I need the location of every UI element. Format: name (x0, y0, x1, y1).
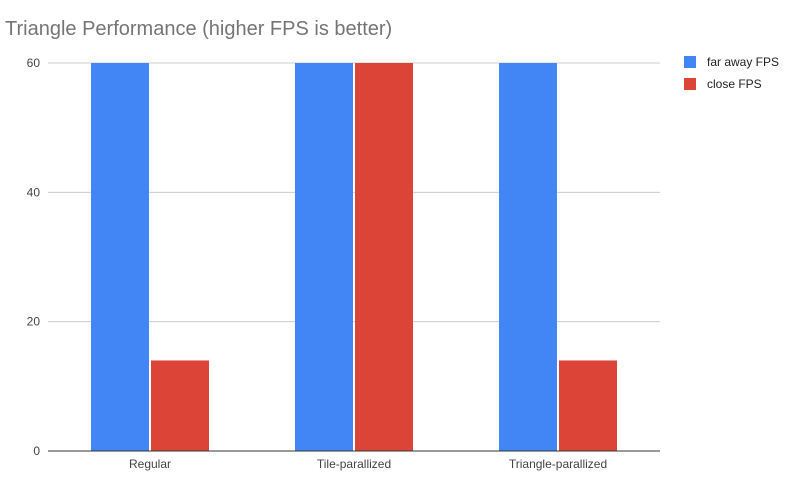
bar-far-away-1 (295, 63, 353, 451)
legend: far away FPS close FPS (684, 55, 779, 91)
x-tick-label: Tile-parallized (317, 457, 391, 471)
y-tick-label: 0 (33, 444, 40, 458)
legend-swatch (684, 56, 696, 68)
legend-label: far away FPS (707, 55, 779, 69)
bars (91, 63, 617, 451)
x-tick-label: Triangle-parallized (509, 457, 607, 471)
bar-close-1 (355, 63, 413, 451)
x-tick-label: Regular (129, 457, 171, 471)
legend-label: close FPS (707, 77, 762, 91)
bar-close-0 (151, 360, 209, 451)
bar-far-away-2 (499, 63, 557, 451)
bar-far-away-0 (91, 63, 149, 451)
y-tick-label: 20 (27, 315, 41, 329)
chart-title: Triangle Performance (higher FPS is bett… (5, 18, 392, 40)
legend-swatch (684, 78, 696, 90)
axes: 0 20 40 60 Regular Tile-parallized Triangle-pa… (27, 56, 660, 471)
bar-close-2 (559, 360, 617, 451)
y-tick-label: 60 (27, 56, 41, 70)
gridlines (48, 62, 660, 323)
y-tick-label: 40 (27, 185, 41, 199)
